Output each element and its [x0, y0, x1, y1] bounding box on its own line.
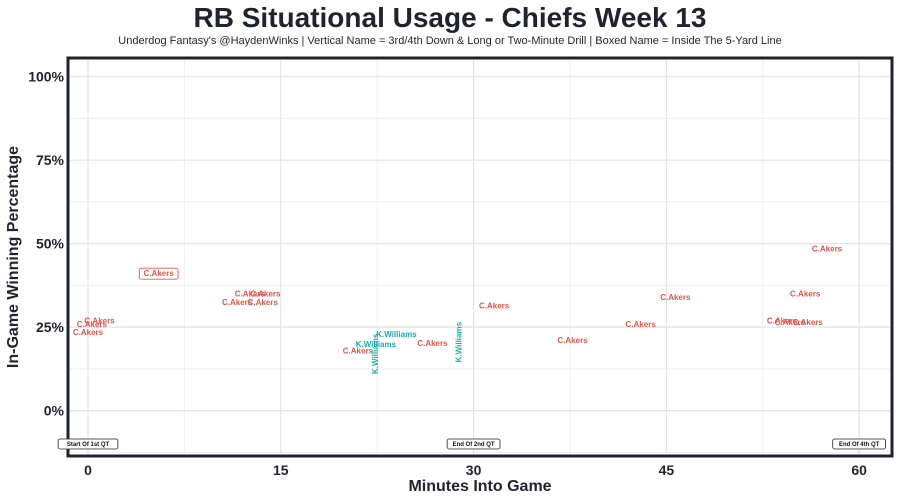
quarter-annotation-box	[57, 438, 119, 450]
point-label: C.Akers	[775, 318, 806, 327]
chart-title: RB Situational Usage - Chiefs Week 13	[193, 2, 707, 33]
x-tick-label: 60	[851, 462, 867, 478]
point-label: C.Akers	[73, 328, 104, 337]
point-label: K.Williams	[356, 340, 397, 349]
y-tick-label: 100%	[28, 69, 64, 85]
quarter-annotation-label: End Of 4th QT	[839, 442, 880, 448]
point-label: C.Akers	[660, 293, 691, 302]
x-tick-label: 45	[659, 462, 675, 478]
quarter-annotation-label: Start Of 1st QT	[67, 442, 110, 448]
quarter-annotation-box	[832, 438, 886, 450]
point-label-boxed: C.Akers	[144, 269, 175, 278]
point-label: C.Akers	[767, 316, 798, 325]
point-label: C.Akers	[626, 320, 657, 329]
point-label: C.Akers	[790, 290, 821, 299]
y-tick-label: 0%	[44, 403, 65, 419]
point-label: C.Akers	[250, 290, 281, 299]
grid-layer	[70, 60, 890, 454]
point-label: C.Akers	[812, 245, 843, 254]
point-label: C.Akers	[343, 346, 374, 355]
point-label: C.Akers	[417, 339, 448, 348]
point-label-box	[138, 267, 179, 280]
point-label: C.Akers	[557, 336, 588, 345]
y-tick-label: 50%	[36, 236, 65, 252]
point-label: C.Akers	[793, 318, 824, 327]
x-axis-title: Minutes Into Game	[408, 478, 551, 495]
point-label: C.Akers	[77, 320, 108, 329]
x-tick-label: 30	[466, 462, 482, 478]
point-label: C.Akers	[84, 316, 115, 325]
point-label: C.Akers	[235, 290, 266, 299]
y-axis-title: In-Game Winning Percentage	[5, 146, 22, 368]
quarter-annotation-label: End Of 2nd QT	[453, 442, 495, 448]
point-label-layer: C.AkersC.AkersC.AkersC.AkersC.AkersC.Ake…	[73, 245, 843, 374]
annotation-layer: Start Of 1st QT End Of 2nd QT End Of 4th Q…	[57, 438, 886, 450]
point-label: K.Williams	[376, 330, 417, 339]
point-label-vertical: K.Williams	[455, 321, 464, 362]
x-tick-label: 15	[273, 462, 289, 478]
plot-border	[66, 56, 894, 458]
point-label: C.Akers	[248, 298, 279, 307]
point-label: C.Akers	[479, 301, 510, 310]
point-label: C.Akers	[222, 298, 253, 307]
y-tick-label: 25%	[36, 319, 65, 335]
y-tick-label: 75%	[36, 152, 65, 168]
x-tick-label: 0	[84, 462, 92, 478]
chart-subtitle: Underdog Fantasy's @HaydenWinks | Vertic…	[118, 35, 782, 47]
quarter-annotation-box	[446, 438, 501, 450]
tick-layer: 0 15 30 45 60 0% 25% 50% 75% 100%	[28, 69, 867, 478]
point-label-vertical: K.Williams	[371, 333, 380, 374]
